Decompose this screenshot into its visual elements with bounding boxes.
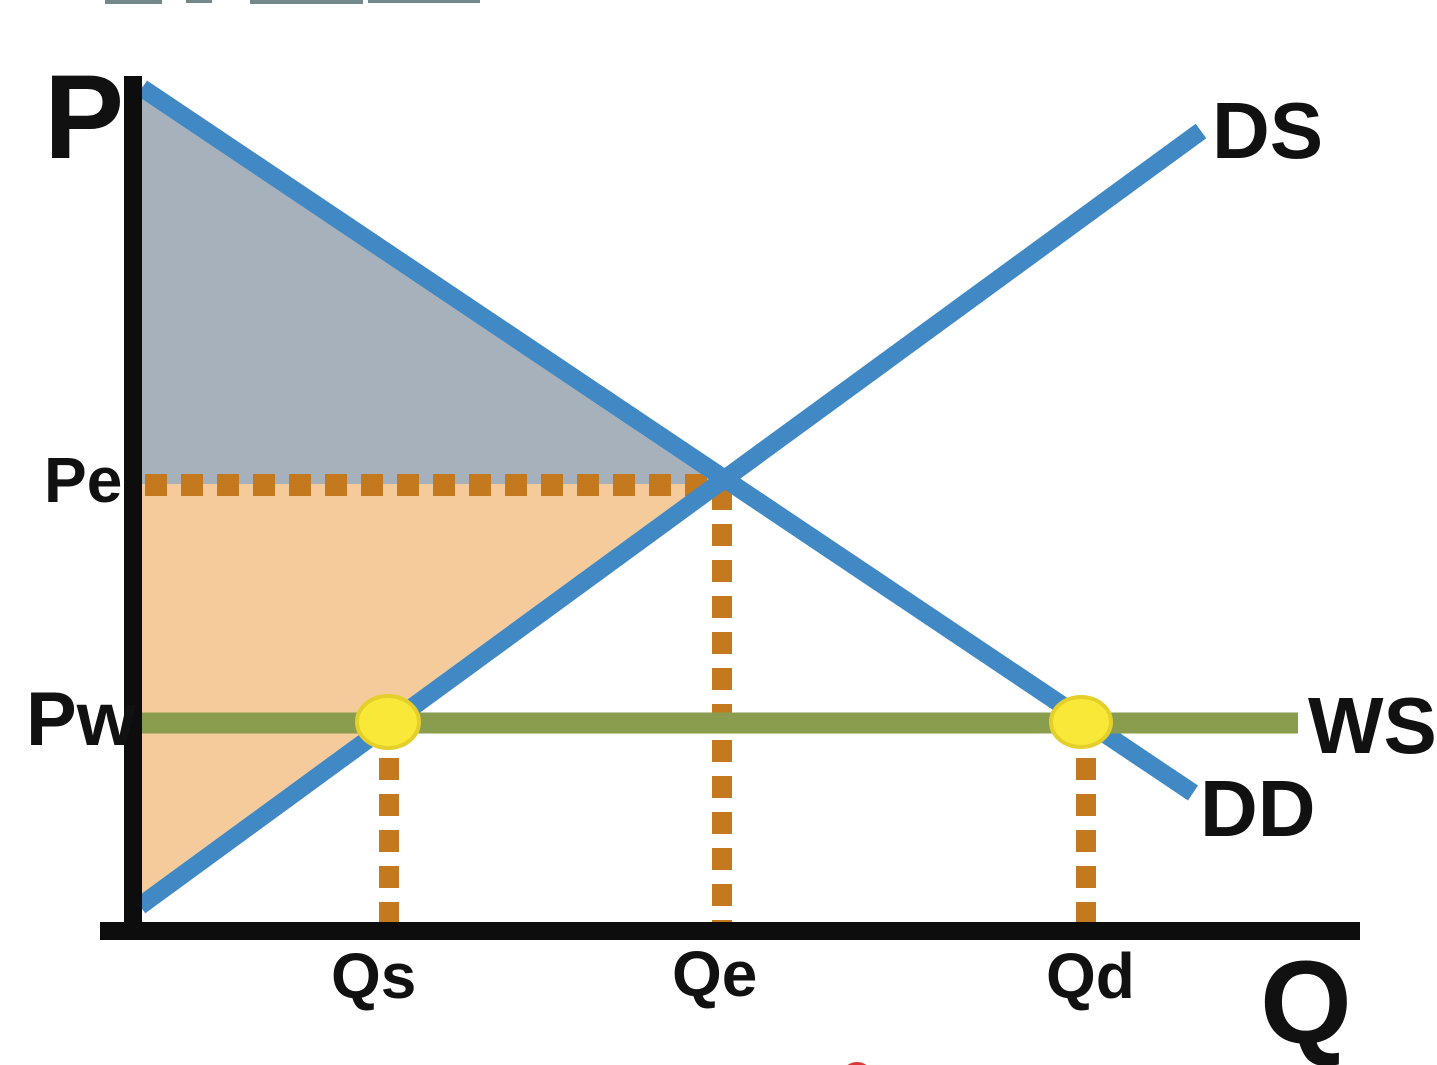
p-axis-label: P xyxy=(44,50,124,184)
q-axis-label: Q xyxy=(1260,937,1352,1065)
qd-label: Qd xyxy=(1046,940,1135,1012)
qs-label: Qs xyxy=(331,940,416,1012)
pw-label: Pw xyxy=(26,677,137,762)
ds-curve-label: DS xyxy=(1212,86,1323,175)
qe-label: Qe xyxy=(672,938,757,1010)
ws-curve-label: WS xyxy=(1308,681,1437,770)
top-edge-artifact xyxy=(250,0,363,4)
ws-ds-intersection-dot xyxy=(355,694,421,750)
x-axis xyxy=(100,922,1360,940)
red-annotation-fragment xyxy=(847,1062,867,1065)
top-edge-artifact xyxy=(105,0,162,4)
domestic-supply-line xyxy=(134,123,1207,914)
top-edge-artifact xyxy=(368,0,480,3)
ws-dd-intersection-dot xyxy=(1049,695,1113,749)
pe-label: Pe xyxy=(44,444,122,516)
y-axis xyxy=(124,76,142,940)
top-edge-artifact xyxy=(186,0,212,3)
domestic-demand-line xyxy=(136,80,1199,801)
dd-curve-label: DD xyxy=(1200,764,1316,853)
